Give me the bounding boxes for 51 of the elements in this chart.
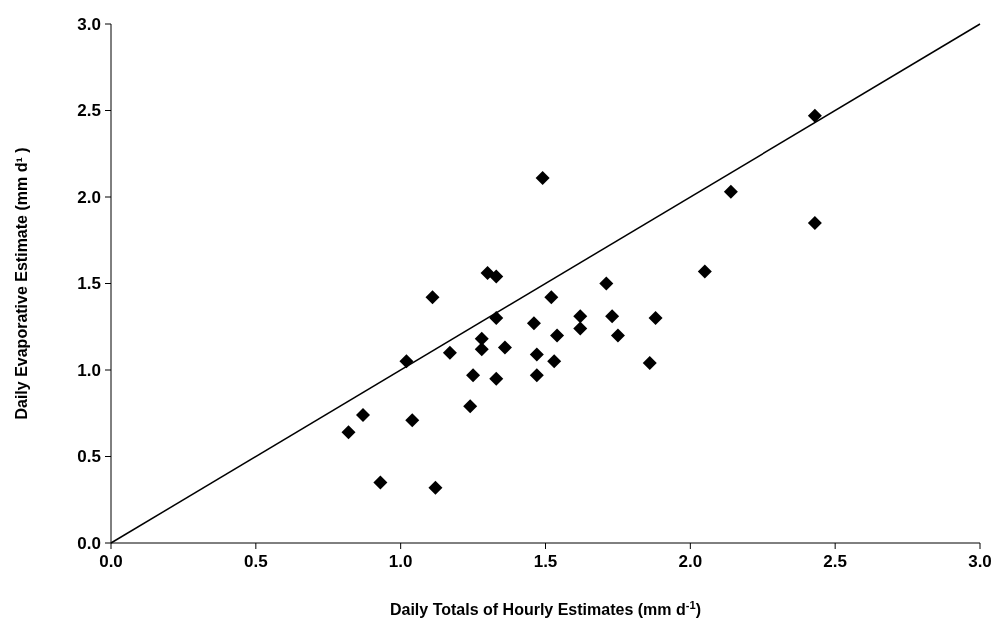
point bbox=[648, 311, 663, 326]
point bbox=[480, 266, 495, 281]
point bbox=[489, 269, 504, 284]
point bbox=[497, 340, 512, 355]
point bbox=[697, 264, 712, 279]
point bbox=[599, 276, 614, 291]
y-axis-title: Daily Evaporative Estimate (mm d¹ ) bbox=[13, 147, 30, 420]
point bbox=[573, 321, 588, 336]
x-tick-label: 0.0 bbox=[99, 552, 123, 571]
point bbox=[610, 328, 625, 343]
x-tick-label: 0.5 bbox=[244, 552, 268, 571]
point bbox=[474, 342, 489, 357]
point bbox=[399, 354, 414, 369]
point bbox=[573, 309, 588, 324]
point bbox=[425, 290, 440, 305]
point bbox=[526, 316, 541, 331]
point bbox=[529, 347, 544, 362]
point bbox=[428, 480, 443, 495]
point bbox=[442, 345, 457, 360]
point bbox=[605, 309, 620, 324]
point bbox=[529, 368, 544, 383]
point bbox=[463, 399, 478, 414]
point bbox=[807, 108, 822, 123]
x-axis-title: Daily Totals of Hourly Estimates (mm d$^{-1}$) bbox=[389, 599, 702, 618]
y-tick-label: 0.0 bbox=[77, 533, 101, 553]
point bbox=[341, 425, 356, 440]
point bbox=[544, 290, 559, 305]
point bbox=[723, 184, 738, 199]
point bbox=[489, 371, 504, 386]
point bbox=[807, 215, 822, 230]
point bbox=[547, 354, 562, 369]
x-tick-label: 1.5 bbox=[533, 552, 558, 571]
y-tick-label: 1.0 bbox=[77, 360, 101, 380]
point bbox=[550, 328, 565, 343]
point bbox=[474, 331, 489, 346]
y-tick-label: 2.0 bbox=[77, 187, 101, 207]
point bbox=[356, 407, 371, 422]
y-tick-label: 0.5 bbox=[77, 447, 101, 467]
x-tick-label: 1.0 bbox=[388, 552, 413, 571]
x-tick-label: 2.5 bbox=[823, 552, 847, 571]
y-tick-label: 1.5 bbox=[77, 274, 101, 294]
point bbox=[405, 413, 420, 428]
y-tick-label: 3.0 bbox=[77, 14, 101, 34]
y-tick-label: 2.5 bbox=[77, 101, 101, 121]
x-tick-label: 3.0 bbox=[968, 552, 992, 571]
point bbox=[466, 368, 481, 383]
point bbox=[535, 170, 550, 185]
point bbox=[489, 311, 504, 326]
point bbox=[642, 356, 657, 371]
point bbox=[373, 475, 388, 490]
x-tick-label: 2.0 bbox=[678, 552, 703, 571]
